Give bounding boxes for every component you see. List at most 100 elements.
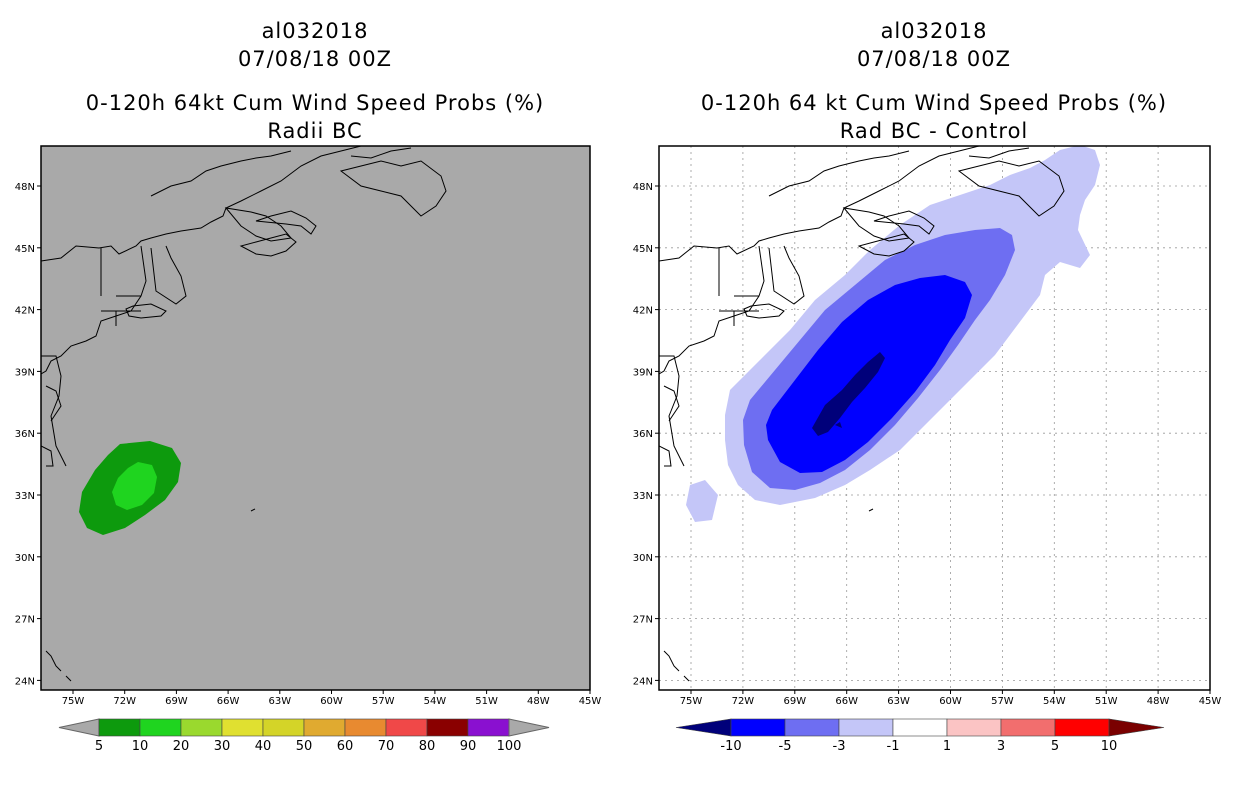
lon-label: 72W (732, 696, 755, 707)
lon-label: 45W (579, 696, 602, 707)
lat-label: 39N (15, 367, 35, 378)
lon-label: 54W (1043, 696, 1066, 707)
lat-label: 48N (15, 182, 35, 193)
right-title: 0-120h 64 kt Cum Wind Speed Probs (%) (700, 91, 1168, 115)
left-map-frame (40, 145, 591, 691)
right-diff-contour-minus10 (812, 352, 885, 436)
right-lon-axis: 75W 72W 69W 66W 63W 60W 57W 54W 51W 48W 45W (680, 690, 1222, 707)
right-storm-id: al032018 (880, 19, 988, 43)
right-map: 48N 45N 42N 39N 36N 33N 30N 27N 24N 75W 72W 69W 66W… (633, 145, 1222, 707)
left-colorbar-label: 50 (296, 739, 313, 754)
lon-label: 75W (680, 696, 703, 707)
left-datetime: 07/08/18 00Z (237, 47, 393, 71)
left-lon-axis: 75W 72W 69W 66W 63W 60W 57W 54W 51W 48W 45W (62, 690, 602, 707)
left-colorbar-swatch (344, 718, 387, 737)
right-subtitle: Rad BC - Control (839, 119, 1029, 143)
right-colorbar-label: -5 (779, 739, 792, 754)
right-map-frame (658, 145, 1211, 691)
right-lat-axis: 48N 45N 42N 39N 36N 33N 30N 27N 24N (633, 182, 659, 687)
lat-label: 24N (15, 676, 35, 687)
left-colorbar-swatch (221, 718, 264, 737)
left-colorbar-swatch (303, 718, 346, 737)
right-colorbar-label: -1 (887, 739, 900, 754)
left-subtitle: Radii BC (267, 119, 363, 143)
left-colorbar-swatch (426, 718, 469, 737)
left-colorbar-swatch (385, 718, 428, 737)
right-colorbar-label: 1 (943, 739, 951, 754)
left-prob-contour-10 (112, 462, 157, 510)
lat-label: 45N (633, 244, 653, 255)
right-colorbar-label: 10 (1101, 739, 1118, 754)
left-colorbar-label: 90 (460, 739, 477, 754)
right-colorbar-label: 5 (1051, 739, 1059, 754)
left-colorbar-label: 70 (378, 739, 395, 754)
lon-label: 48W (1147, 696, 1170, 707)
lat-label: 30N (15, 553, 35, 564)
left-colorbar-swatch (467, 718, 510, 737)
right-colorbar-label: 3 (997, 739, 1005, 754)
right-colorbar-label: -3 (833, 739, 846, 754)
right-datetime: 07/08/18 00Z (856, 47, 1012, 71)
lat-label: 45N (15, 244, 35, 255)
lat-label: 48N (633, 182, 653, 193)
right-colorbar-swatch (730, 718, 786, 737)
left-colorbar-label: 10 (132, 739, 149, 754)
lon-label: 66W (217, 696, 240, 707)
lat-label: 42N (633, 306, 653, 317)
lat-label: 33N (15, 491, 35, 502)
lon-label: 51W (1095, 696, 1118, 707)
left-colorbar-label: 30 (214, 739, 231, 754)
lat-label: 36N (15, 429, 35, 440)
lon-label: 45W (1199, 696, 1222, 707)
lon-label: 69W (783, 696, 806, 707)
lat-label: 42N (15, 306, 35, 317)
lat-label: 27N (633, 615, 653, 626)
left-colorbar-label: 40 (255, 739, 272, 754)
lat-label: 24N (633, 676, 653, 687)
lon-label: 57W (991, 696, 1014, 707)
lon-label: 66W (835, 696, 858, 707)
right-colorbar: -10 -5 -3 -1 1 3 5 10 (675, 718, 1165, 754)
left-colorbar-label: 5 (95, 739, 103, 754)
right-colorbar-swatch (892, 718, 948, 737)
lat-label: 39N (633, 367, 653, 378)
lon-label: 72W (113, 696, 136, 707)
right-colorbar-swatch (838, 718, 894, 737)
left-lat-axis: 48N 45N 42N 39N 36N 33N 30N 27N 24N (15, 182, 41, 687)
lon-label: 51W (475, 696, 498, 707)
left-colorbar-swatch (139, 718, 182, 737)
left-colorbar-label: 60 (337, 739, 354, 754)
lon-label: 57W (372, 696, 395, 707)
lon-label: 69W (165, 696, 188, 707)
left-colorbar-label: 80 (419, 739, 436, 754)
lon-label: 54W (424, 696, 447, 707)
left-colorbar-label: 20 (173, 739, 190, 754)
left-colorbar-low-end (58, 718, 100, 737)
lat-label: 33N (633, 491, 653, 502)
lat-label: 27N (15, 615, 35, 626)
lon-label: 63W (887, 696, 910, 707)
lat-label: 30N (633, 553, 653, 564)
left-title: 0-120h 64kt Cum Wind Speed Probs (%) (85, 91, 545, 115)
left-colorbar-high-end (508, 718, 550, 737)
right-colorbar-swatch (784, 718, 840, 737)
right-colorbar-swatch (1000, 718, 1056, 737)
lat-label: 36N (633, 429, 653, 440)
left-map-background (41, 146, 590, 690)
lon-label: 63W (268, 696, 291, 707)
left-colorbar-swatch (180, 718, 223, 737)
right-colorbar-low-end (675, 718, 732, 737)
lon-label: 60W (320, 696, 343, 707)
lon-label: 75W (62, 696, 85, 707)
left-colorbar: 5 10 20 30 40 50 60 70 80 90 100 (58, 718, 550, 754)
right-colorbar-swatch (1054, 718, 1110, 737)
right-colorbar-label: -10 (720, 739, 741, 754)
left-map: 48N 45N 42N 39N 36N 33N 30N 27N 24N 75W 72W 69W 66W… (15, 145, 602, 707)
left-colorbar-swatch (98, 718, 141, 737)
right-colorbar-high-end (1108, 718, 1165, 737)
lon-label: 60W (939, 696, 962, 707)
left-storm-id: al032018 (261, 19, 369, 43)
lon-label: 48W (527, 696, 550, 707)
left-colorbar-swatch (262, 718, 305, 737)
